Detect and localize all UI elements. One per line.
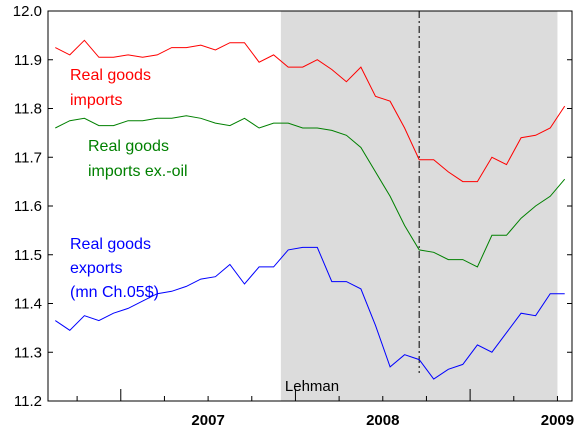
y-tick-label: 11.9 <box>14 52 42 69</box>
series-label-imports-ex-oil-line2: imports ex.-oil <box>88 163 188 180</box>
y-tick-label: 11.3 <box>14 344 42 361</box>
series-line-0 <box>55 39 566 183</box>
series-label-exports-line2: exports <box>70 260 122 277</box>
x-tick-label: 2009 <box>541 412 574 429</box>
series-label-imports-line1: Real goods <box>70 67 151 84</box>
series-label-exports: Real goods exports (mn Ch.05$) <box>70 236 159 301</box>
y-tick-label: 11.4 <box>14 296 42 313</box>
series-label-exports-line1: Real goods <box>70 236 151 253</box>
y-tick-label: 11.7 <box>14 149 42 166</box>
y-tick-label: 11.2 <box>14 393 42 410</box>
series-label-imports-line2: imports <box>70 92 122 109</box>
y-tick-label: 11.5 <box>14 247 42 264</box>
y-tick-label: 11.8 <box>14 101 42 118</box>
series-label-imports-ex-oil: Real goods imports ex.-oil <box>88 138 188 180</box>
x-tick-label: 2008 <box>366 412 399 429</box>
series-line-1 <box>55 115 566 268</box>
series-layer <box>55 39 566 380</box>
series-label-imports-ex-oil-line1: Real goods <box>88 138 169 155</box>
event-line-label: Lehman <box>285 378 339 395</box>
y-axis: 11.2 11.3 11.4 11.5 11.6 11.7 11.8 11.9 12.0 <box>13 3 572 410</box>
series-line-2 <box>55 246 565 380</box>
x-axis: 2007 2008 2009 <box>76 389 574 429</box>
series-label-exports-line3: (mn Ch.05$) <box>70 284 159 301</box>
series-label-imports: Real goods imports <box>70 67 155 109</box>
x-tick-label: 2007 <box>191 412 224 429</box>
y-tick-label: 12.0 <box>13 3 42 20</box>
y-tick-label: 11.6 <box>14 198 42 215</box>
